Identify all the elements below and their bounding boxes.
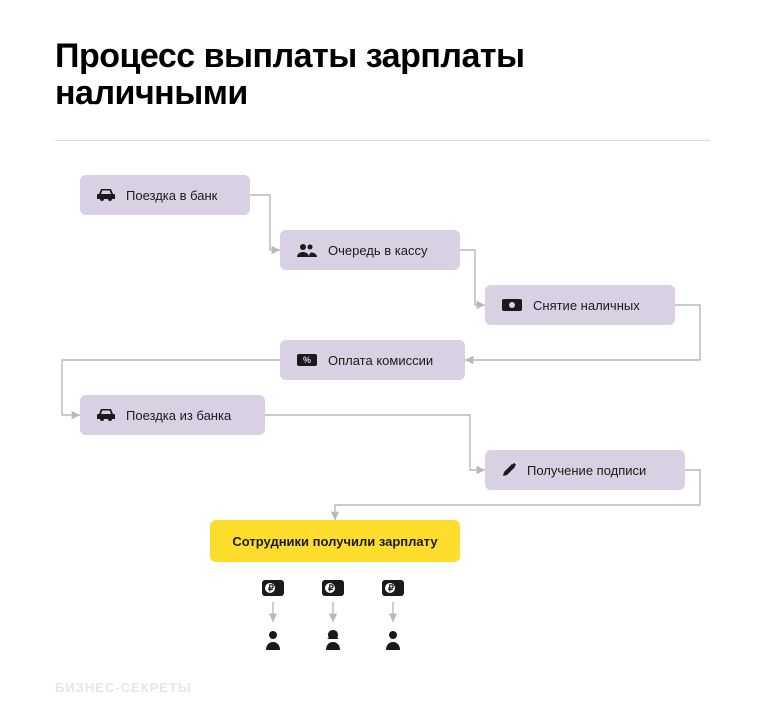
footer-brand: БИЗНЕС-СЕКРЕТЫ (55, 680, 192, 695)
edge-n5 (265, 415, 485, 470)
flow-node-n1: Поездка в банк (80, 175, 250, 215)
car-icon (96, 408, 116, 422)
flow-node-label: Получение подписи (527, 463, 646, 478)
flow-node-n2: Очередь в кассу (280, 230, 460, 270)
pen-icon (501, 462, 517, 478)
percent-icon: % (296, 353, 318, 367)
flow-node-label: Оплата комиссии (328, 353, 433, 368)
flow-node-n5: Поездка из банка (80, 395, 265, 435)
flow-node-n3: Снятие наличных (485, 285, 675, 325)
flow-node-label: Очередь в кассу (328, 243, 427, 258)
person-icon (264, 630, 282, 650)
edge-n2 (460, 250, 485, 305)
goal-label: Сотрудники получили зарплату (232, 534, 437, 549)
person-icon (384, 630, 402, 650)
flow-node-label: Снятие наличных (533, 298, 640, 313)
goal-node: Сотрудники получили зарплату (210, 520, 460, 562)
ruble-chip-icon: ₽ (382, 580, 404, 596)
person-icon (324, 630, 342, 650)
flow-node-n4: % Оплата комиссии (280, 340, 465, 380)
edge-n1 (250, 195, 280, 250)
flow-node-label: Поездка в банк (126, 188, 217, 203)
diagram-title: Процесс выплаты зарплаты наличными (55, 38, 615, 113)
ruble-chip-icon: ₽ (322, 580, 344, 596)
car-icon (96, 188, 116, 202)
flow-node-label: Поездка из банка (126, 408, 231, 423)
flow-node-n6: Получение подписи (485, 450, 685, 490)
svg-text:%: % (303, 355, 311, 365)
cash-icon (501, 298, 523, 312)
ruble-chip-icon: ₽ (262, 580, 284, 596)
people-icon (296, 243, 318, 257)
title-rule (55, 140, 710, 141)
